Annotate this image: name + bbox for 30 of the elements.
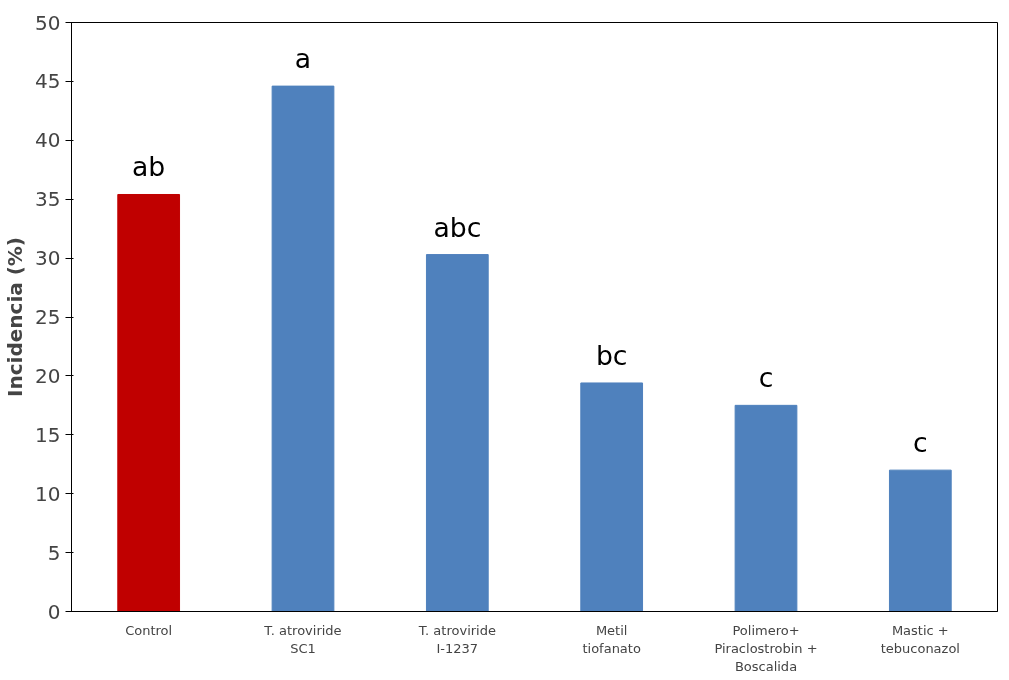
data-label: ab bbox=[132, 151, 166, 183]
y-tick-label: 20 bbox=[35, 363, 61, 388]
x-tick-label: Control bbox=[125, 622, 173, 638]
y-tick-label: 45 bbox=[35, 69, 61, 94]
data-label: a bbox=[294, 43, 312, 75]
data-label: abc bbox=[433, 211, 482, 243]
y-tick-label: 15 bbox=[35, 422, 61, 447]
bar bbox=[271, 85, 335, 612]
y-tick-label: 50 bbox=[35, 10, 61, 35]
data-label: c bbox=[758, 362, 774, 394]
y-axis-title: Incidencia (%) bbox=[3, 237, 28, 397]
x-tick-label: T. atroviride SC1 bbox=[263, 622, 342, 656]
y-tick-label: 30 bbox=[35, 246, 61, 271]
x-tick-label: T. atroviride I-1237 bbox=[417, 622, 496, 656]
y-tick-label: 10 bbox=[35, 481, 61, 506]
y-tick-label: 40 bbox=[35, 128, 61, 153]
bar bbox=[117, 193, 181, 612]
x-tick-label: Polimero+ Piraclostrobin + Boscalida bbox=[714, 622, 818, 674]
x-tick-label: Mastic + tebuconazol bbox=[880, 622, 960, 656]
x-tick-label: Metil tiofanato bbox=[582, 622, 641, 656]
y-tick-label: 25 bbox=[35, 305, 61, 329]
bar bbox=[580, 382, 644, 612]
y-tick-label: 5 bbox=[47, 540, 61, 565]
bar bbox=[734, 404, 798, 612]
data-label: bc bbox=[595, 339, 628, 371]
y-tick-label: 0 bbox=[47, 599, 61, 624]
bar bbox=[425, 254, 489, 612]
data-label: c bbox=[913, 427, 928, 459]
bar bbox=[888, 469, 952, 612]
y-tick-label: 35 bbox=[35, 187, 61, 212]
